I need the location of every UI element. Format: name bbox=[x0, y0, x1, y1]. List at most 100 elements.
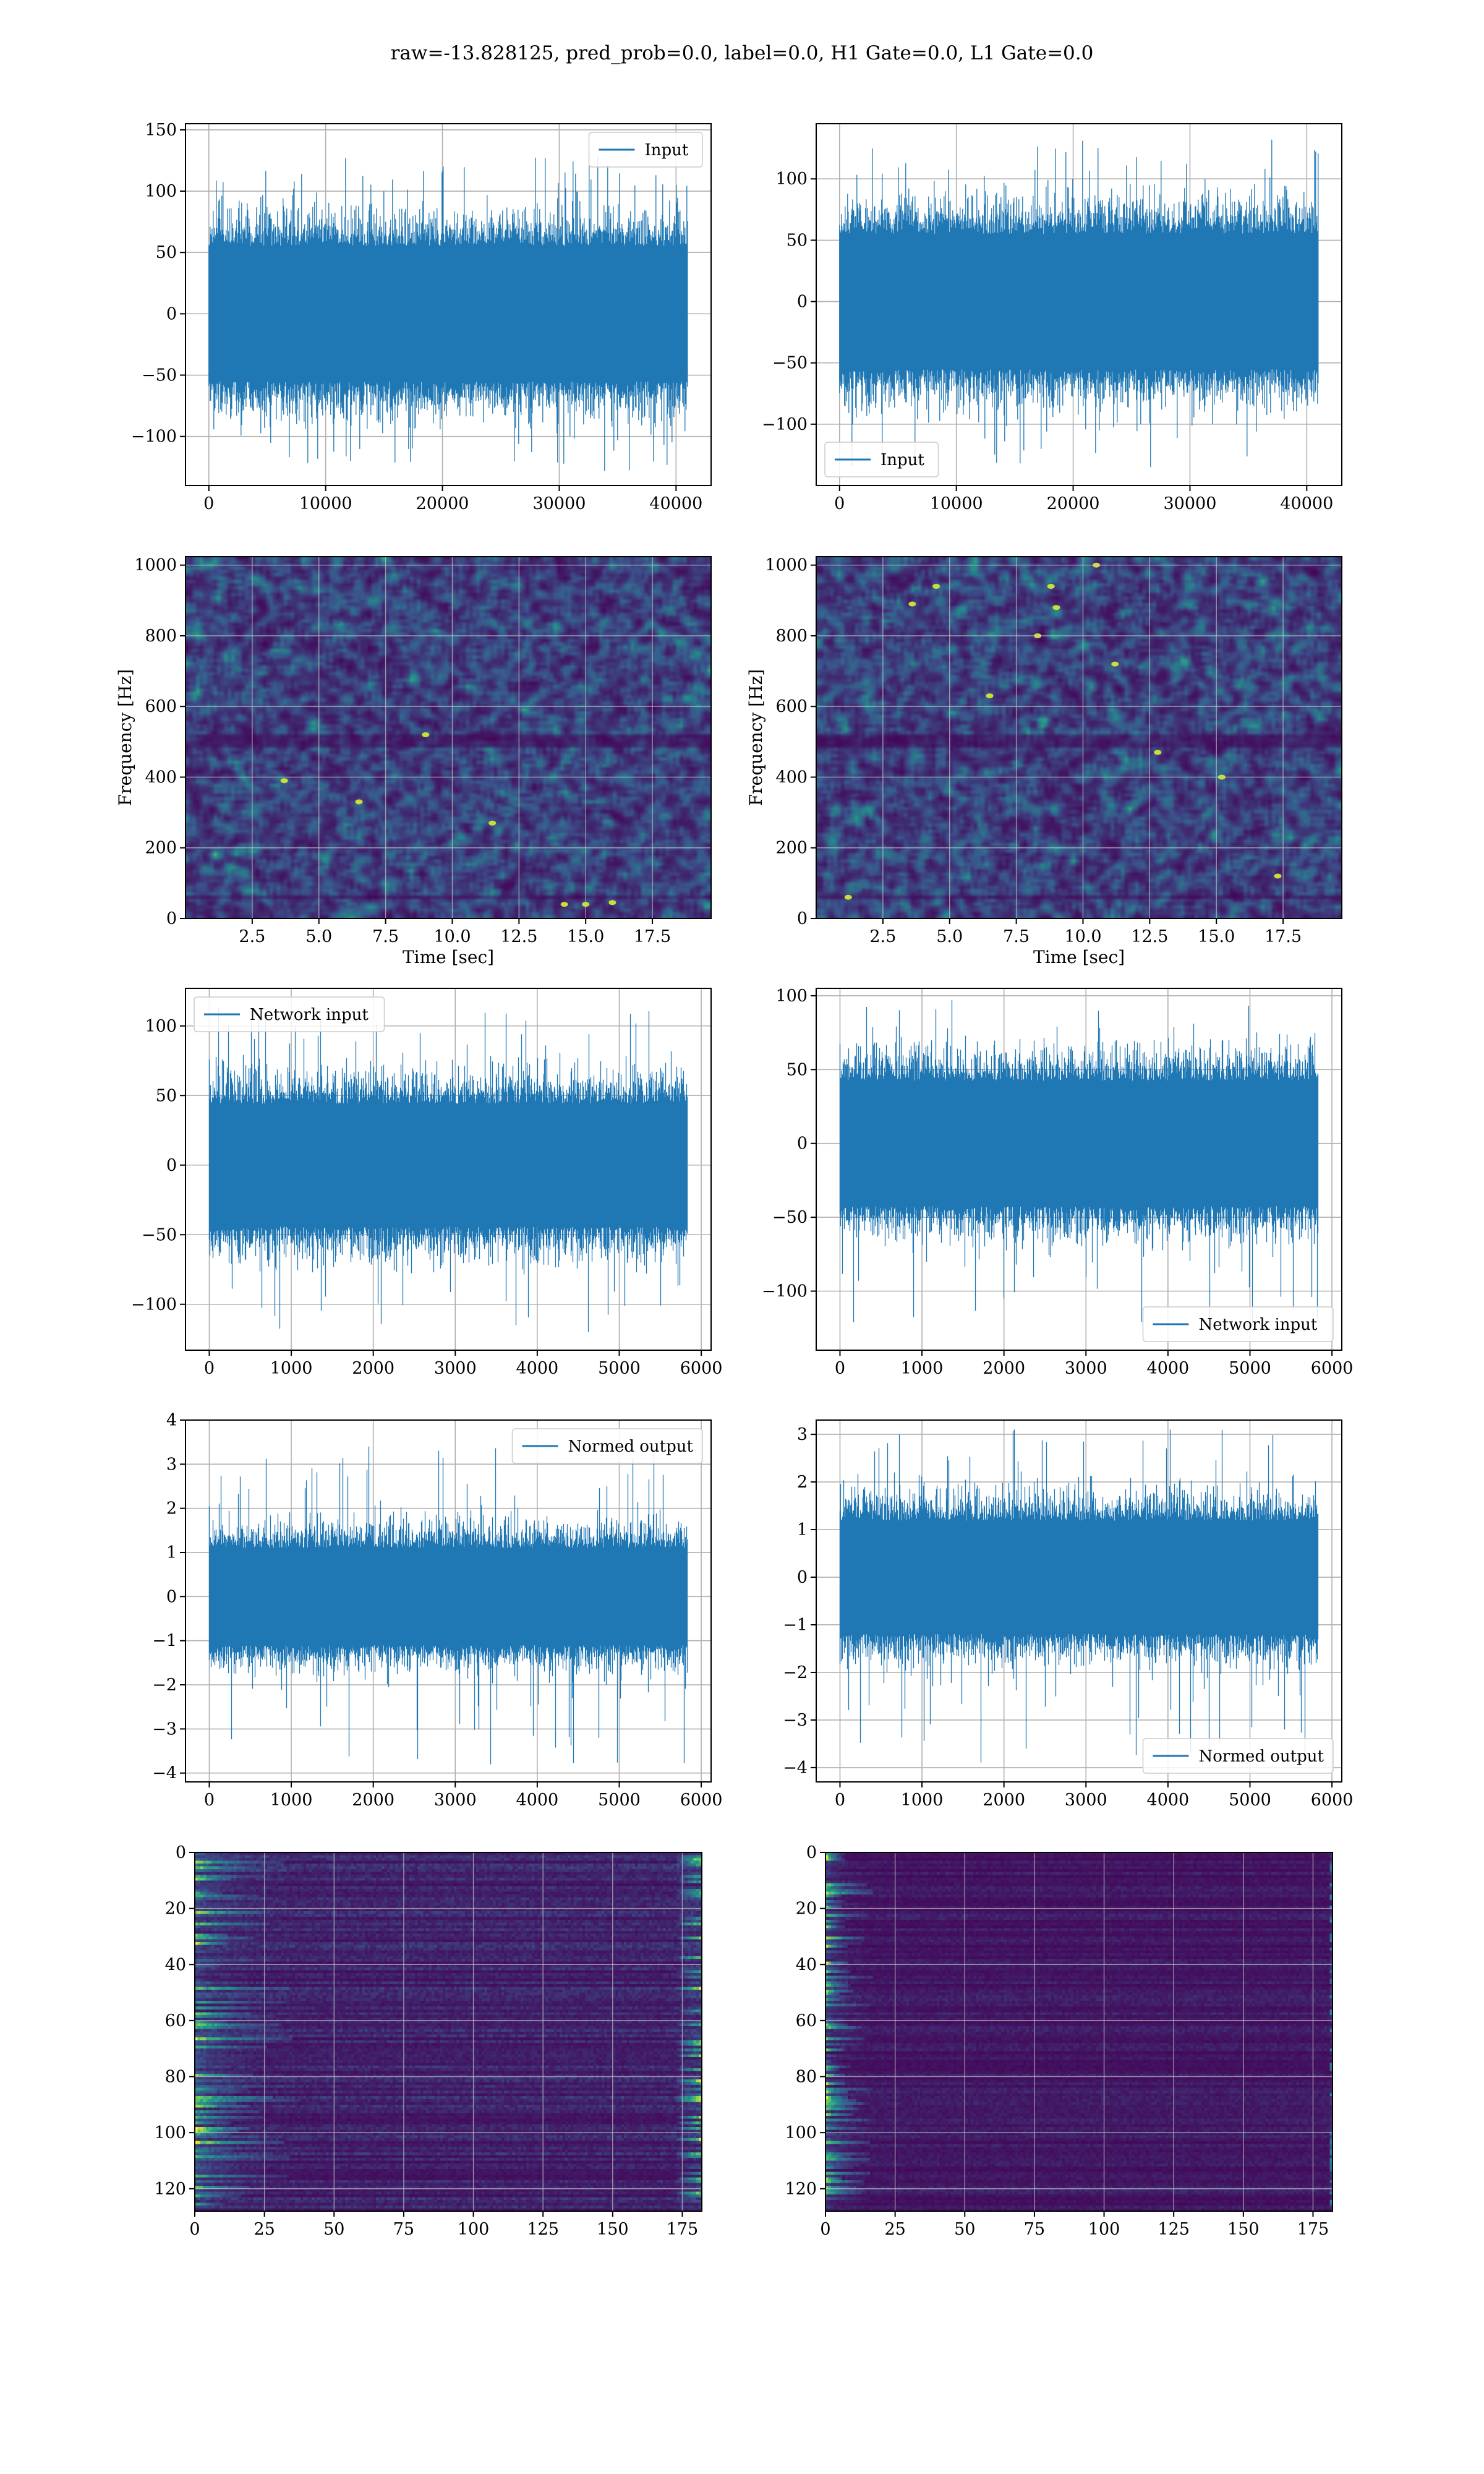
x-tick-label: 3000 bbox=[434, 1359, 477, 1378]
l1-feature-map-panel: 0 25 50 75 100 125 150 175 0 20 40 60 80 100 120 bbox=[785, 1843, 1333, 2239]
y-tick-label: 2 bbox=[797, 1473, 808, 1492]
y-tick-label: 1 bbox=[797, 1520, 808, 1539]
spectrogram-hotspot bbox=[355, 799, 363, 805]
y-tick-label: 60 bbox=[165, 2011, 186, 2031]
x-tick-label: 40000 bbox=[649, 494, 702, 513]
spectrogram-hotspot bbox=[280, 778, 288, 784]
y-tick-label: 1 bbox=[166, 1543, 177, 1562]
y-tick-label: −50 bbox=[142, 1225, 177, 1244]
x-axis-label: Time [sec] bbox=[403, 947, 494, 967]
x-tick-label: 30000 bbox=[532, 494, 586, 513]
x-tick-label: 5.0 bbox=[305, 927, 332, 946]
y-tick-label: 0 bbox=[806, 1843, 817, 1862]
y-tick-label: 0 bbox=[797, 1568, 808, 1587]
axes-frame bbox=[194, 1852, 702, 2212]
h1-input-panel: 0 10000 20000 30000 40000 −100 −50 0 50 100 150 Inp… bbox=[131, 121, 712, 513]
y-tick-label: −1 bbox=[152, 1632, 177, 1651]
x-tick-label: 15.0 bbox=[567, 927, 604, 946]
y-tick-label: −50 bbox=[142, 366, 177, 385]
x-tick-label: 125 bbox=[1158, 2220, 1190, 2239]
y-tick-label: 400 bbox=[145, 768, 177, 787]
l1-input-panel: 0 10000 20000 30000 40000 −100 −50 0 50 100 Input bbox=[762, 123, 1342, 513]
x-tick-label: 7.5 bbox=[1003, 927, 1030, 946]
axes-frame bbox=[825, 1852, 1333, 2212]
x-tick-label: 3000 bbox=[1065, 1791, 1107, 1810]
y-tick-label: 1000 bbox=[765, 556, 808, 575]
y-tick-label: −4 bbox=[783, 1758, 808, 1778]
y-tick-label: 800 bbox=[145, 627, 177, 646]
x-tick-label: 0 bbox=[820, 2220, 830, 2239]
x-tick-label: 2000 bbox=[983, 1359, 1025, 1378]
y-tick-label: −2 bbox=[783, 1663, 808, 1682]
h1-feature-map-panel: 0 25 50 75 100 125 150 175 0 20 40 60 80 100 120 bbox=[154, 1843, 702, 2239]
x-tick-label: 10000 bbox=[930, 494, 983, 513]
spectrogram-hotspot bbox=[1154, 750, 1162, 755]
y-tick-label: 100 bbox=[145, 1017, 177, 1036]
y-tick-label: 100 bbox=[154, 2123, 186, 2142]
x-tick-label: 150 bbox=[597, 2220, 629, 2239]
y-tick-label: 40 bbox=[165, 1955, 186, 1974]
series-line bbox=[208, 1008, 688, 1332]
feature-map-image bbox=[825, 1852, 1333, 2211]
axes-frame bbox=[816, 1419, 1342, 1783]
series-trace bbox=[208, 1008, 688, 1332]
y-tick-label: −50 bbox=[772, 354, 808, 373]
x-tick-label: 6000 bbox=[680, 1359, 723, 1378]
y-tick-label: −100 bbox=[131, 1295, 177, 1314]
x-tick-label: 4000 bbox=[516, 1791, 559, 1810]
y-tick-label: 50 bbox=[787, 231, 808, 250]
y-tick-label: 80 bbox=[796, 2068, 817, 2087]
legend: Normed output bbox=[511, 1428, 703, 1464]
y-tick-label: −50 bbox=[772, 1208, 808, 1227]
spectrogram-hotspot bbox=[1274, 873, 1282, 879]
legend-box bbox=[1142, 1306, 1334, 1342]
axes-frame bbox=[816, 123, 1342, 486]
spectrogram-hotspot bbox=[844, 894, 852, 900]
x-tick-label: 3000 bbox=[1065, 1359, 1107, 1378]
x-tick-label: 6000 bbox=[1311, 1791, 1354, 1810]
legend-label: Network input bbox=[1199, 1316, 1318, 1334]
x-tick-label: 100 bbox=[1088, 2220, 1120, 2239]
axes-frame bbox=[185, 1419, 712, 1783]
spectrogram-hotspot bbox=[908, 601, 916, 607]
h1-spectrogram-panel: 2.5 5.0 7.5 10.0 12.5 15.0 17.5 0 200 400 600 800 10… bbox=[115, 556, 712, 967]
legend-label: Network input bbox=[250, 1006, 369, 1024]
spectrogram-hotspot bbox=[986, 693, 994, 699]
y-tick-label: −3 bbox=[783, 1711, 808, 1730]
y-tick-label: 50 bbox=[156, 243, 177, 262]
y-tick-label: 3 bbox=[797, 1425, 808, 1444]
y-tick-label: 0 bbox=[166, 909, 177, 928]
legend: Input bbox=[588, 132, 703, 168]
series-line bbox=[839, 139, 1319, 468]
y-tick-label: 100 bbox=[775, 169, 808, 189]
spectrogram-image bbox=[186, 557, 711, 918]
l1-spectrogram-panel: 2.5 5.0 7.5 10.0 12.5 15.0 17.5 0 200 400 600 800 10… bbox=[746, 556, 1342, 967]
series-line bbox=[839, 1429, 1319, 1763]
y-tick-label: −100 bbox=[762, 1282, 808, 1301]
x-tick-label: 10.0 bbox=[1064, 927, 1101, 946]
y-tick-label: 200 bbox=[145, 839, 177, 858]
x-tick-label: 12.5 bbox=[1131, 927, 1168, 946]
y-tick-label: 120 bbox=[154, 2180, 186, 2199]
y-tick-label: 40 bbox=[796, 1955, 817, 1974]
x-tick-label: 12.5 bbox=[500, 927, 537, 946]
feature-map-image bbox=[195, 1852, 702, 2211]
legend-box bbox=[194, 996, 385, 1032]
x-tick-label: 50 bbox=[954, 2220, 975, 2239]
x-tick-label: 6000 bbox=[680, 1791, 723, 1810]
y-tick-label: 0 bbox=[797, 909, 808, 928]
y-tick-label: 50 bbox=[787, 1060, 808, 1079]
x-tick-label: 17.5 bbox=[634, 927, 671, 946]
y-tick-label: 20 bbox=[165, 1899, 186, 1919]
x-tick-label: 10000 bbox=[299, 494, 352, 513]
y-tick-label: 0 bbox=[166, 1156, 177, 1175]
y-tick-label: 120 bbox=[785, 2180, 817, 2199]
series-line bbox=[208, 154, 688, 471]
series-trace bbox=[839, 139, 1319, 468]
x-tick-label: 2000 bbox=[352, 1791, 394, 1810]
x-tick-label: 0 bbox=[204, 1791, 215, 1810]
x-tick-label: 3000 bbox=[434, 1791, 477, 1810]
x-tick-label: 75 bbox=[393, 2220, 414, 2239]
y-tick-label: −4 bbox=[152, 1764, 177, 1783]
